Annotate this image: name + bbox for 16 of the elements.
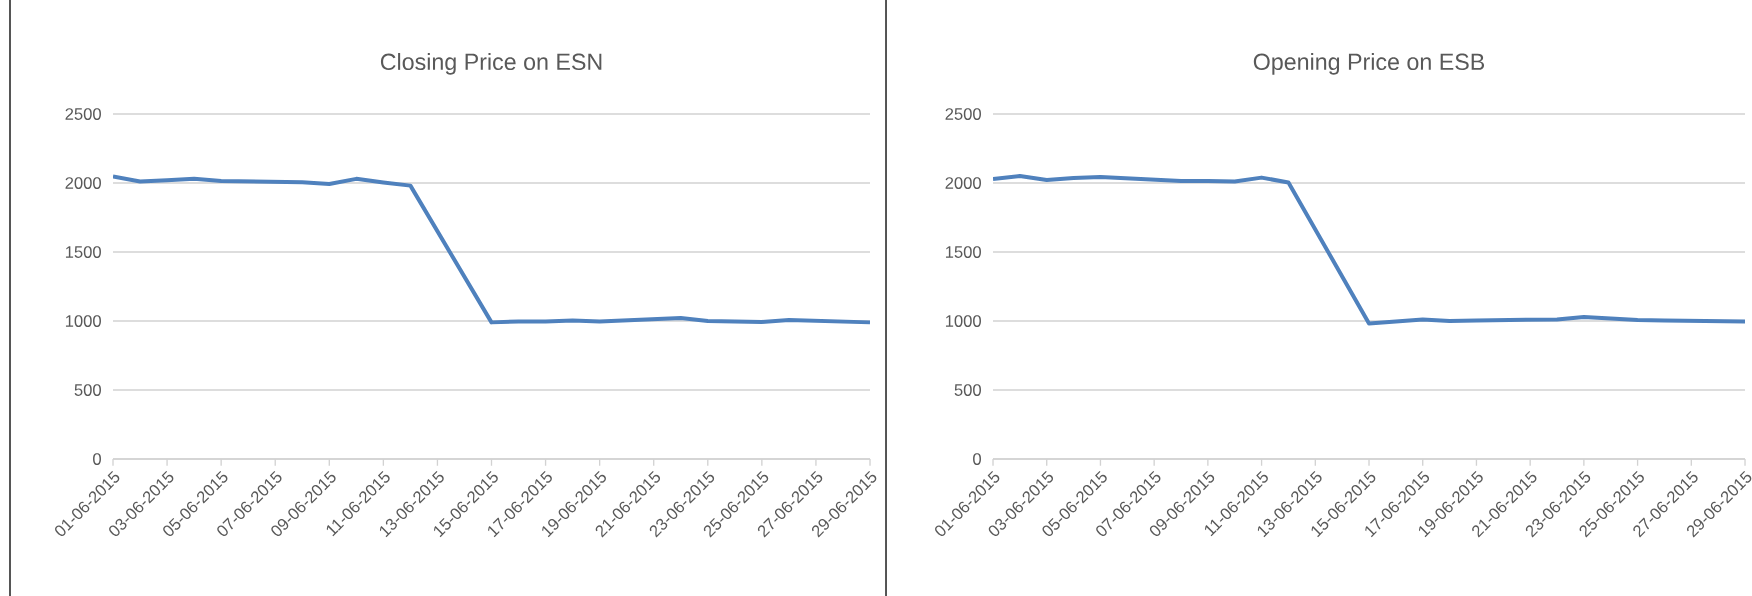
chart-title: Opening Price on ESB <box>1253 52 1485 75</box>
y-tick-label: 1500 <box>945 246 981 258</box>
y-tick-label: 2500 <box>65 108 101 120</box>
y-tick-label: 500 <box>74 384 101 396</box>
y-tick-label: 1000 <box>945 315 981 327</box>
line-series <box>113 174 871 325</box>
chart-title: Closing Price on ESN <box>380 52 602 75</box>
y-tick-label: 1000 <box>65 315 101 327</box>
y-tick-label: 2000 <box>945 177 981 189</box>
y-tick-label: 500 <box>954 384 981 396</box>
y-tick-label: 2500 <box>945 108 981 120</box>
y-tick-label: 1500 <box>65 246 101 258</box>
y-tick-label: 0 <box>973 453 981 465</box>
y-tick-label: 0 <box>93 453 101 465</box>
y-tick-label: 2000 <box>65 177 101 189</box>
line-series <box>993 174 1746 326</box>
